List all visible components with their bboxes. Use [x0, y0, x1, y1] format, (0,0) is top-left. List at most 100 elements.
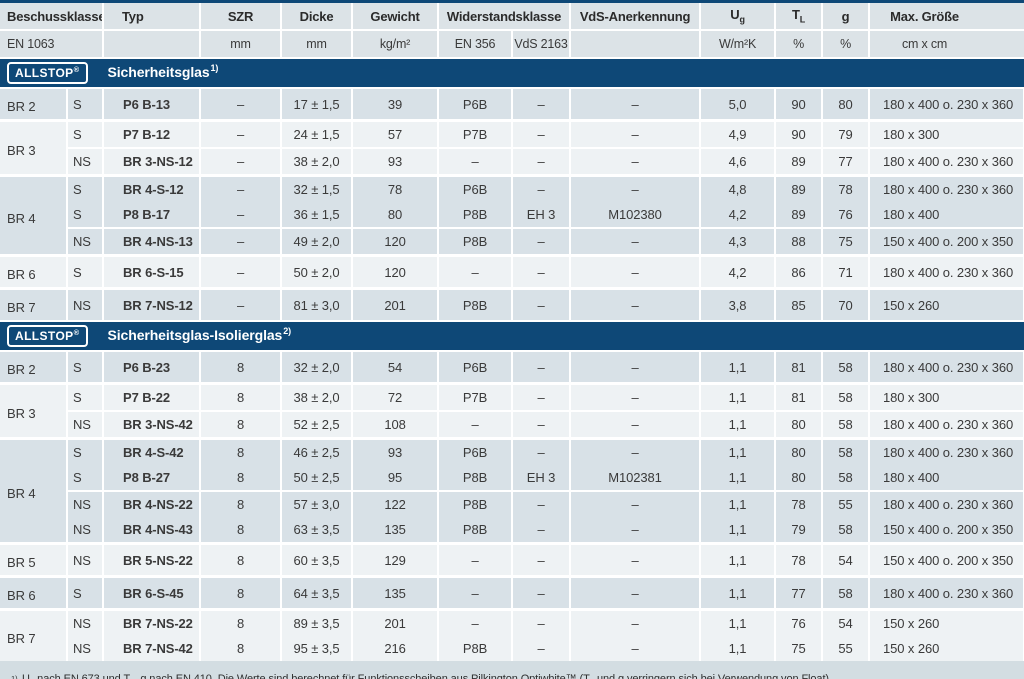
- cell-typ: NS: [67, 608, 105, 636]
- cell-beschussklasse: BR 3: [0, 119, 68, 176]
- cell-beschussklasse: BR 6: [0, 575, 68, 610]
- cell-gewicht: 108: [352, 410, 440, 439]
- allstop-logo: ALLSTOP®: [7, 325, 88, 347]
- cell-dicke: 17 ± 1,5: [281, 87, 354, 121]
- cell-max: 180 x 400 o. 230 x 360: [869, 147, 1024, 176]
- cell-beschussklasse: BR 6: [0, 254, 68, 289]
- cell-gewicht: 95: [352, 465, 440, 491]
- table-row: BR 3 S P7 B-12–24 ± 1,5 57 P7B – –4,9 90 79 180 x…: [0, 119, 1024, 176]
- cell-max: 180 x 400 o. 230 x 360: [869, 410, 1024, 439]
- cell-szr: –: [200, 87, 283, 121]
- cell-typ: S: [67, 87, 105, 121]
- cell-typ: S: [67, 382, 105, 411]
- cell-name: BR 7-NS-12: [103, 287, 202, 321]
- header-row-units: EN 1063 mm mm kg/m² EN 356 VdS 2163 W/m²…: [0, 29, 1024, 58]
- section-band: ALLSTOP® Sicherheitsglas1): [0, 57, 1024, 88]
- table-row: BR 6 S BR 6-S-45 8 64 ± 3,5 135– – –1,1 77 58 180 …: [0, 575, 1024, 610]
- col-header-widerstandsklasse: Widerstandsklasse: [438, 1, 572, 30]
- table-row: BR 7 NS BR 7-NS-12–81 ± 3,0 201 P8B – –3,8 85 70…: [0, 287, 1024, 321]
- unit-anerkennung: [570, 29, 702, 58]
- cell-max: 180 x 400 o. 230 x 360: [869, 174, 1024, 202]
- cell-en356: –: [438, 254, 514, 289]
- cell-max: 180 x 400 o. 230 x 360: [869, 575, 1024, 610]
- cell-anerkennung: –: [570, 636, 702, 661]
- cell-vds2163: –: [512, 174, 572, 202]
- section-title: Sicherheitsglas-Isolierglas2): [107, 326, 292, 343]
- cell-g: 58: [822, 575, 871, 610]
- cell-typ: S: [67, 350, 105, 384]
- cell-dicke: 95 ± 3,5: [281, 636, 354, 661]
- cell-g: 58: [822, 410, 871, 439]
- cell-ug: 4,8: [700, 174, 777, 202]
- footnote-marker: 1): [11, 674, 18, 679]
- cell-vds2163: –: [512, 542, 572, 577]
- table-row: BR 5 NS BR 5-NS-22 8 60 ± 3,5 129– – –1,1 78 54 15…: [0, 542, 1024, 577]
- cell-en356: P6B: [438, 174, 514, 202]
- cell-dicke: 50 ± 2,5: [281, 465, 354, 491]
- cell-typ: NS: [67, 227, 105, 256]
- col-header-gewicht: Gewicht: [352, 1, 440, 30]
- cell-szr: –: [200, 227, 283, 256]
- cell-max: 180 x 400 o. 230 x 360: [869, 254, 1024, 289]
- cell-tl: 78: [775, 542, 824, 577]
- cell-ug: 1,1: [700, 490, 777, 517]
- cell-dicke: 50 ± 2,0: [281, 254, 354, 289]
- cell-ug: 1,1: [700, 608, 777, 636]
- cell-gewicht: 93: [352, 437, 440, 465]
- cell-vds2163: EH 3: [512, 465, 572, 491]
- table-row: BR 4 S BR 4-S-12–32 ± 1,5 78 P6B – –4,8 89 78 180…: [0, 174, 1024, 256]
- cell-en356: P8B: [438, 465, 514, 491]
- cell-ug: 4,2: [700, 254, 777, 289]
- cell-max: 180 x 400: [869, 465, 1024, 491]
- cell-en356: P8B: [438, 287, 514, 321]
- cell-name: BR 6-S-15: [103, 254, 202, 289]
- cell-anerkennung: –: [570, 174, 702, 202]
- cell-g: 77: [822, 147, 871, 176]
- table-row: S P8 B-27 8 50 ± 2,5 95 P8B EH 3 M102381 1,1 80 58…: [0, 465, 1024, 491]
- cell-en356: –: [438, 147, 514, 176]
- cell-g: 58: [822, 437, 871, 465]
- cell-g: 71: [822, 254, 871, 289]
- cell-typ: NS: [67, 410, 105, 439]
- cell-name: BR 4-NS-43: [103, 517, 202, 544]
- cell-g: 79: [822, 119, 871, 148]
- cell-anerkennung: –: [570, 490, 702, 517]
- table-row: BR 6 S BR 6-S-15–50 ± 2,0 120– – –4,2 86 71 180 …: [0, 254, 1024, 289]
- section-band-cell: ALLSTOP® Sicherheitsglas-Isolierglas2): [0, 320, 1024, 351]
- cell-tl: 90: [775, 87, 824, 121]
- cell-dicke: 89 ± 3,5: [281, 608, 354, 636]
- unit-typ: [103, 29, 202, 58]
- cell-typ: S: [67, 119, 105, 148]
- cell-gewicht: 80: [352, 202, 440, 228]
- cell-dicke: 81 ± 3,0: [281, 287, 354, 321]
- cell-max: 180 x 300: [869, 119, 1024, 148]
- cell-gewicht: 135: [352, 575, 440, 610]
- cell-dicke: 36 ± 1,5: [281, 202, 354, 228]
- col-header-dicke: Dicke: [281, 1, 354, 30]
- cell-anerkennung: –: [570, 410, 702, 439]
- cell-typ: S: [67, 437, 105, 465]
- unit-ug: W/m²K: [700, 29, 777, 58]
- cell-name: P8 B-27: [103, 465, 202, 491]
- cell-tl: 85: [775, 287, 824, 321]
- cell-typ: NS: [67, 287, 105, 321]
- cell-ug: 4,6: [700, 147, 777, 176]
- cell-dicke: 38 ± 2,0: [281, 147, 354, 176]
- cell-ug: 1,1: [700, 575, 777, 610]
- cell-dicke: 32 ± 1,5: [281, 174, 354, 202]
- cell-max: 180 x 300: [869, 382, 1024, 411]
- spec-table: Beschussklasse Typ SZR Dicke Gewicht Wid…: [0, 0, 1024, 661]
- header-row-labels: Beschussklasse Typ SZR Dicke Gewicht Wid…: [0, 1, 1024, 30]
- cell-name: BR 4-NS-13: [103, 227, 202, 256]
- cell-max: 150 x 260: [869, 608, 1024, 636]
- cell-en356: –: [438, 575, 514, 610]
- table-row: BR 3 S P7 B-22 8 38 ± 2,0 72 P7B – –1,1 81 58 180 x…: [0, 382, 1024, 439]
- cell-gewicht: 201: [352, 608, 440, 636]
- cell-tl: 89: [775, 147, 824, 176]
- cell-gewicht: 120: [352, 254, 440, 289]
- cell-en356: P7B: [438, 382, 514, 411]
- cell-ug: 5,0: [700, 87, 777, 121]
- cell-en356: –: [438, 608, 514, 636]
- cell-szr: –: [200, 119, 283, 148]
- cell-name: BR 7-NS-42: [103, 636, 202, 661]
